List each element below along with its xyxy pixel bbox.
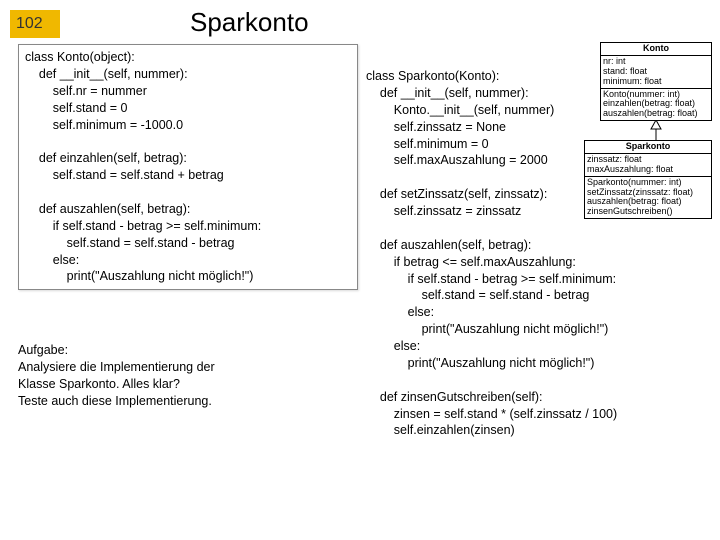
left-column: class Konto(object): def __init__(self, … (18, 44, 358, 443)
code-konto: class Konto(object): def __init__(self, … (18, 44, 358, 290)
task-text: Aufgabe: Analysiere die Implementierung … (18, 338, 358, 414)
uml-konto-ops: Konto(nummer: int) einzahlen(betrag: flo… (601, 89, 711, 121)
uml-konto-attrs: nr: int stand: float minimum: float (601, 56, 711, 89)
right-column: class Sparkonto(Konto): def __init__(sel… (366, 44, 706, 443)
uml-sparkonto-title: Sparkonto (585, 141, 711, 154)
slide-number: 102 (10, 10, 60, 38)
slide-number-text: 102 (16, 15, 43, 33)
uml-sparkonto-attrs: zinssatz: float maxAuszahlung: float (585, 154, 711, 177)
uml-sparkonto: Sparkonto zinssatz: float maxAuszahlung:… (584, 140, 712, 219)
uml-konto: Konto nr: int stand: float minimum: floa… (600, 42, 712, 121)
uml-inheritance-arrow (650, 120, 662, 140)
content: class Konto(object): def __init__(self, … (0, 40, 720, 443)
header: 102 Sparkonto (0, 0, 720, 40)
page-title: Sparkonto (190, 7, 309, 38)
uml-sparkonto-ops: Sparkonto(nummer: int) setZinssatz(zinss… (585, 177, 711, 219)
uml-konto-title: Konto (601, 43, 711, 56)
